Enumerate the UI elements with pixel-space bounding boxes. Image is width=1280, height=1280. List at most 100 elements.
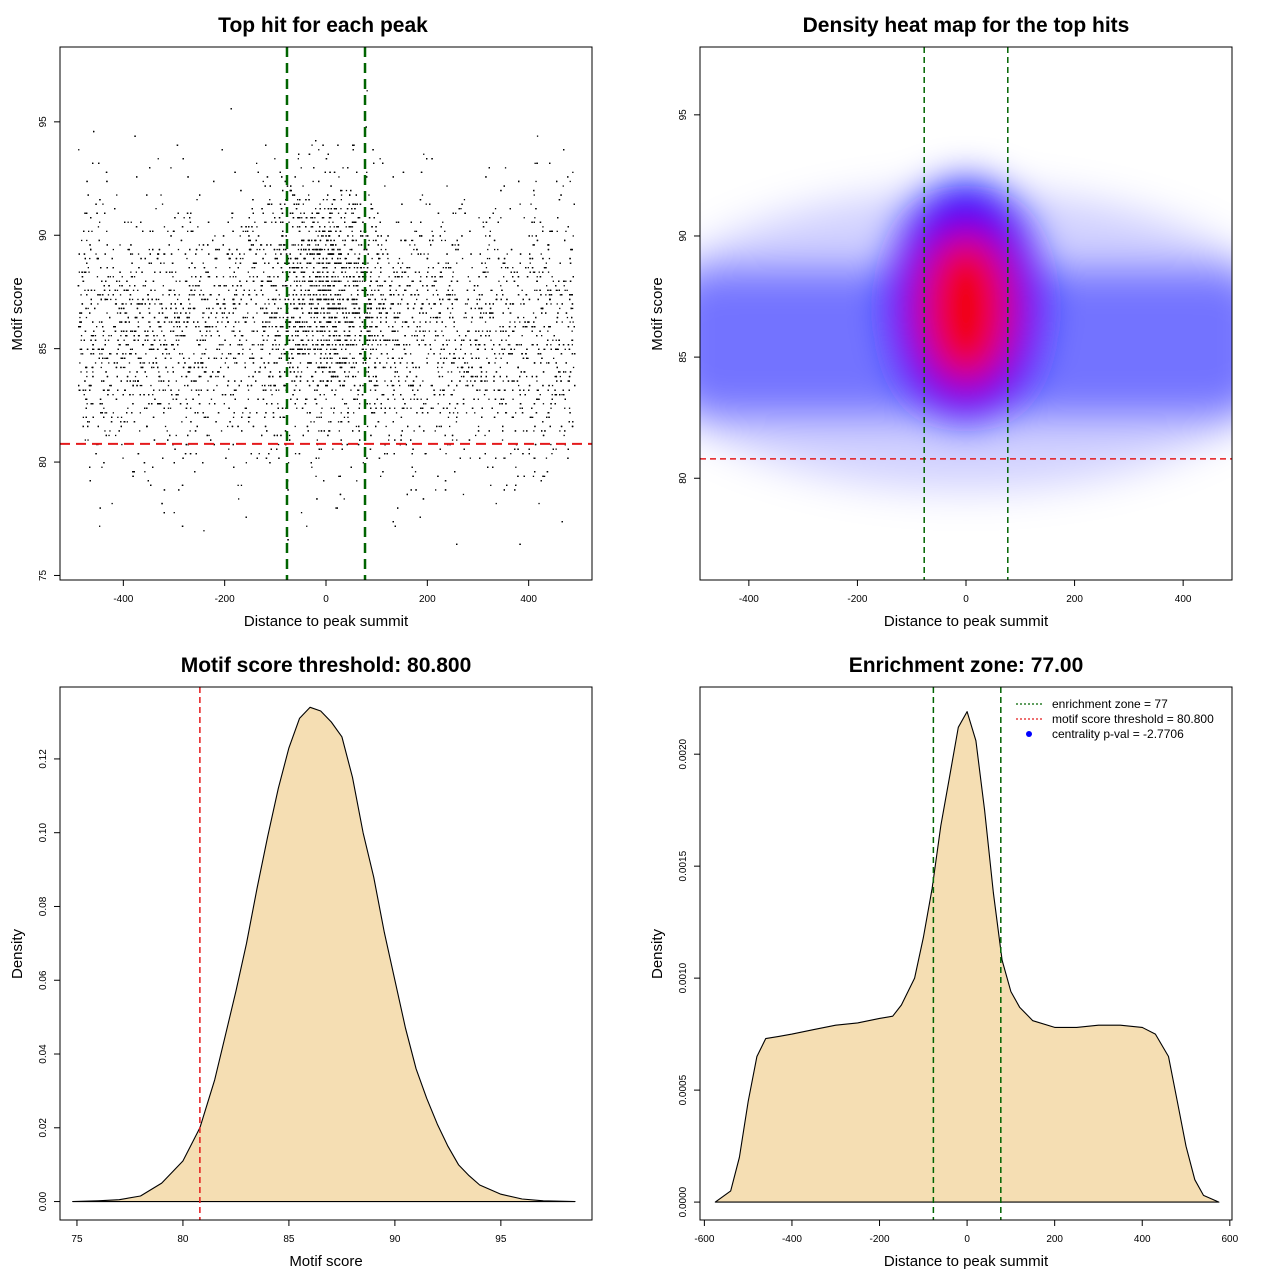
data-point — [316, 262, 318, 264]
data-point — [454, 298, 456, 301]
data-point — [451, 294, 454, 296]
data-point — [461, 257, 464, 260]
data-point — [457, 366, 459, 369]
data-point — [509, 312, 511, 314]
data-point — [177, 335, 179, 337]
data-point — [370, 348, 372, 350]
data-point — [397, 330, 399, 332]
data-point — [260, 344, 262, 346]
data-point — [80, 294, 82, 296]
data-point — [127, 407, 129, 409]
data-point — [486, 380, 488, 382]
data-point — [214, 235, 216, 237]
data-point — [565, 230, 567, 232]
data-point — [148, 321, 150, 323]
data-point — [338, 475, 340, 477]
data-point — [105, 412, 108, 414]
data-point — [246, 316, 248, 319]
data-point — [416, 298, 418, 301]
data-point — [238, 321, 240, 323]
data-point — [523, 217, 525, 219]
data-point — [266, 312, 269, 314]
data-point — [543, 475, 546, 477]
data-point — [345, 403, 348, 405]
data-point — [402, 294, 404, 296]
data-point — [397, 316, 400, 319]
data-point — [347, 407, 349, 409]
data-point — [559, 371, 561, 373]
data-point — [482, 221, 484, 223]
data-point — [373, 384, 375, 387]
data-point — [320, 412, 322, 414]
data-point — [297, 248, 300, 251]
data-point — [437, 371, 440, 373]
data-point — [112, 394, 114, 396]
data-point — [96, 326, 98, 328]
data-point — [89, 257, 91, 260]
data-point — [434, 316, 437, 319]
data-point — [345, 257, 347, 260]
data-point — [142, 285, 144, 287]
data-point — [399, 384, 401, 387]
data-point — [256, 312, 258, 314]
data-point — [331, 362, 333, 364]
data-point — [290, 285, 292, 287]
data-point — [143, 362, 146, 364]
data-point — [300, 371, 303, 373]
data-point — [275, 253, 277, 255]
data-point — [118, 280, 121, 282]
data-point — [476, 389, 478, 391]
data-point — [551, 384, 554, 387]
data-point — [247, 416, 250, 418]
data-point — [125, 312, 128, 314]
data-point — [175, 434, 177, 437]
data-point — [201, 248, 203, 251]
data-point — [331, 280, 333, 282]
data-point — [102, 335, 104, 337]
data-point — [340, 199, 342, 201]
data-point — [158, 321, 160, 323]
data-point — [188, 357, 190, 359]
data-point — [410, 353, 412, 355]
data-point — [224, 362, 226, 364]
data-point — [424, 330, 426, 332]
data-point — [296, 262, 299, 264]
data-point — [95, 253, 97, 255]
data-point — [414, 230, 416, 232]
data-point — [275, 326, 277, 328]
data-point — [505, 267, 507, 269]
data-point — [319, 271, 321, 273]
data-point — [323, 217, 325, 219]
data-point — [256, 248, 258, 251]
data-point — [337, 421, 340, 423]
data-point — [116, 289, 119, 291]
data-point — [572, 321, 574, 323]
data-point — [388, 326, 390, 328]
data-point — [504, 167, 507, 169]
data-point — [452, 412, 455, 414]
data-point — [374, 289, 376, 291]
data-point — [325, 294, 327, 296]
data-point — [475, 434, 477, 437]
data-point — [320, 280, 322, 282]
data-point — [304, 321, 306, 323]
data-point — [275, 344, 277, 346]
data-point — [319, 330, 321, 332]
data-point — [324, 208, 326, 210]
data-point — [326, 326, 328, 328]
data-point — [363, 267, 365, 269]
data-point — [155, 208, 157, 210]
data-point — [132, 380, 134, 382]
data-point — [355, 425, 358, 428]
data-point — [479, 389, 481, 391]
data-point — [99, 294, 102, 296]
data-point — [322, 280, 324, 282]
data-point — [344, 335, 346, 337]
data-point — [540, 253, 542, 255]
data-point — [310, 226, 312, 228]
data-point — [186, 257, 188, 260]
data-point — [208, 434, 210, 437]
data-point — [430, 316, 432, 319]
data-point — [365, 235, 367, 237]
data-point — [298, 298, 300, 301]
